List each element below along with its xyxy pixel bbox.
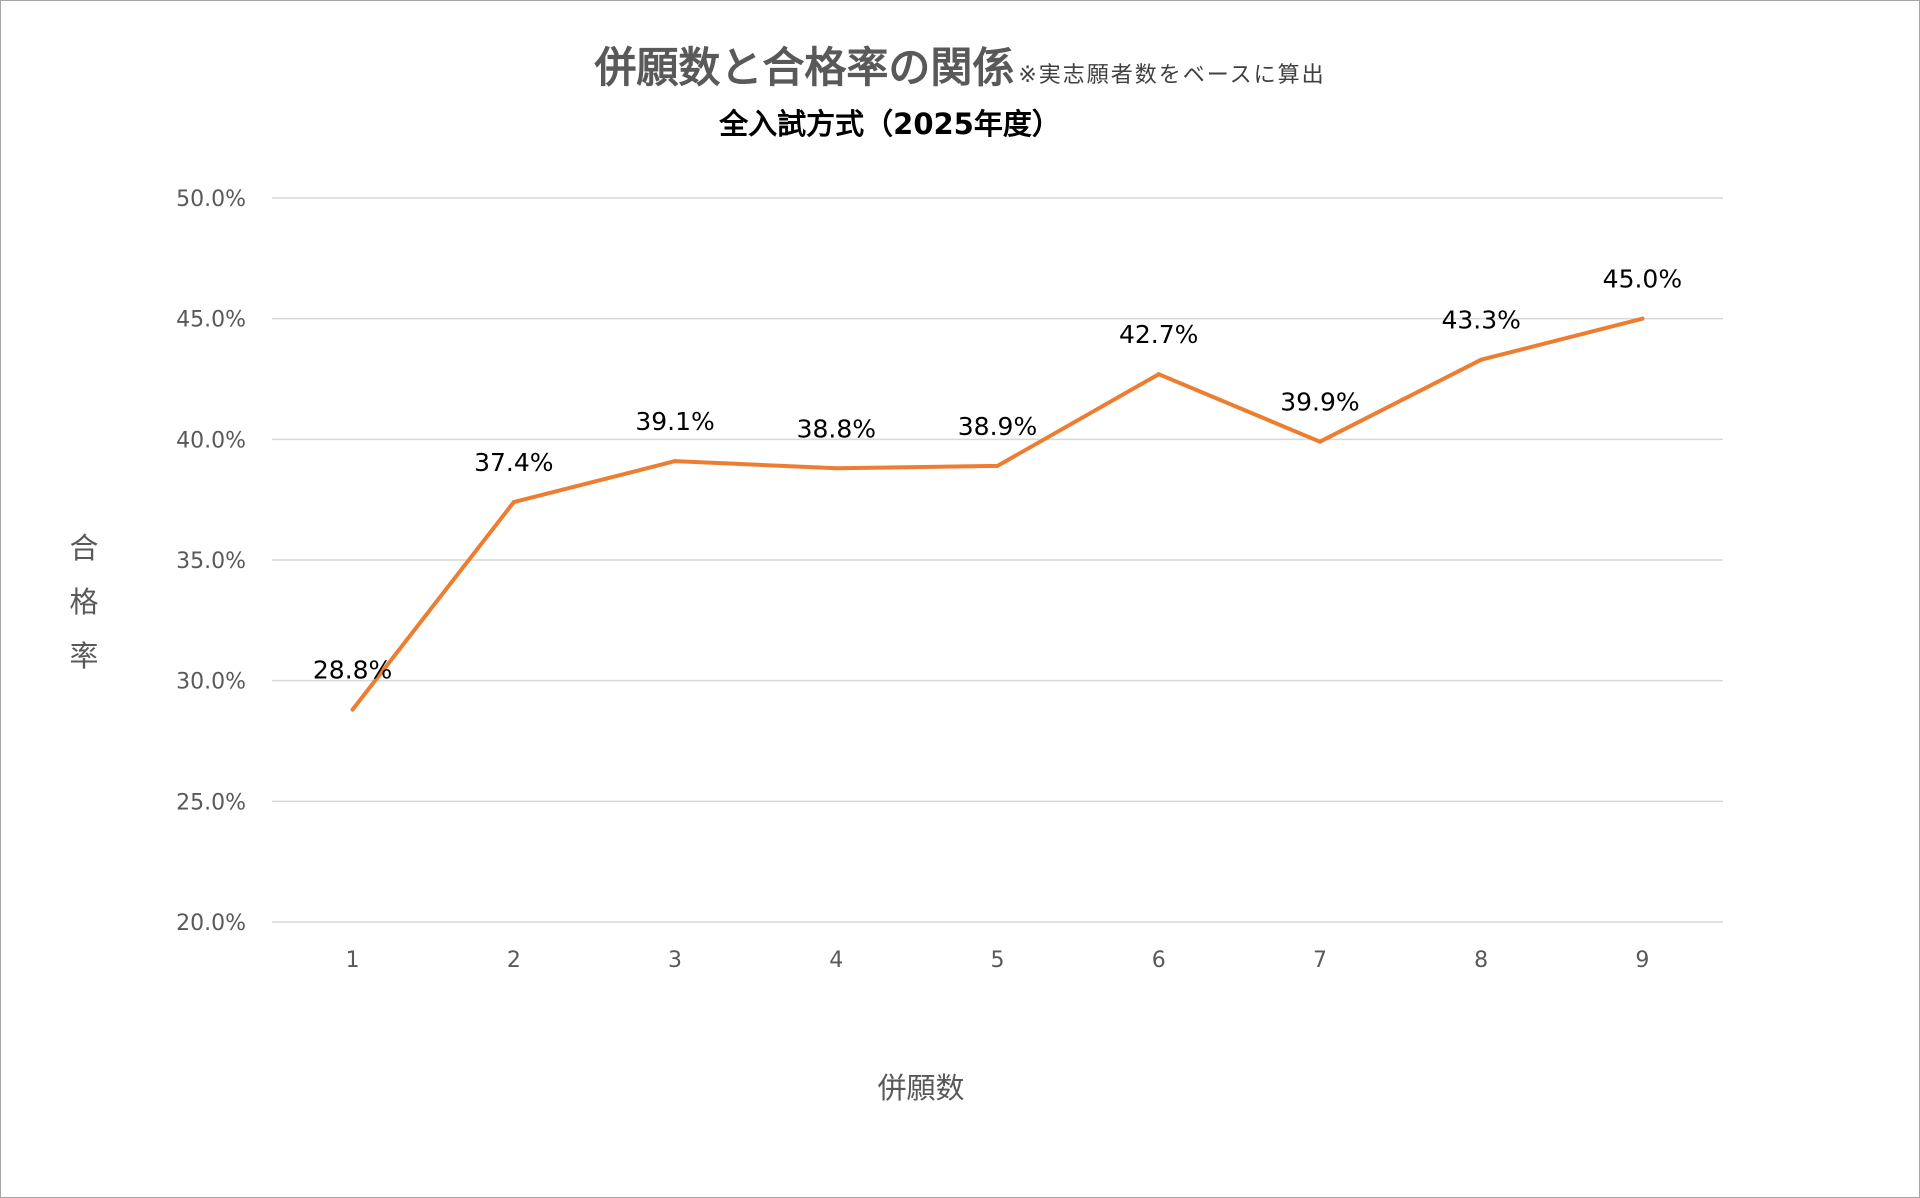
gridlines <box>272 197 1723 923</box>
x-axis-ticks: 1 2 3 4 5 6 7 8 9 <box>346 948 1650 973</box>
x-tick-label: 4 <box>829 948 843 973</box>
data-label: 42.7% <box>1119 320 1198 349</box>
y-tick-label: 20.0% <box>176 911 246 936</box>
series-layer <box>350 316 1645 712</box>
data-label: 43.3% <box>1441 306 1520 335</box>
data-point <box>673 459 678 464</box>
data-point <box>511 500 516 505</box>
chart-title-note: ※実志願者数をベースに算出 <box>1018 63 1326 88</box>
data-label: 39.9% <box>1280 388 1359 417</box>
chart-subtitle: 全入試方式（2025年度） <box>719 107 1061 141</box>
data-point <box>834 466 839 471</box>
x-tick-label: 6 <box>1152 948 1166 973</box>
data-point <box>1479 357 1484 362</box>
data-point <box>350 707 355 712</box>
y-axis-label: 合格率 <box>69 531 98 673</box>
y-tick-label: 25.0% <box>176 790 246 815</box>
data-label: 39.1% <box>635 407 714 436</box>
data-label: 28.8% <box>313 656 392 685</box>
chart-title: 併願数と合格率の関係 <box>594 43 1015 92</box>
x-tick-label: 3 <box>668 948 682 973</box>
x-axis-label: 併願数 <box>877 1071 964 1105</box>
series-line <box>350 316 1645 712</box>
y-tick-label: 45.0% <box>176 308 246 333</box>
data-label: 37.4% <box>474 448 553 477</box>
y-tick-label: 40.0% <box>176 428 246 453</box>
data-label: 38.9% <box>958 412 1037 441</box>
data-point <box>1156 372 1161 377</box>
data-labels: 28.8% 37.4% 39.1% 38.8% 38.9% 42.7% 39.9% 43.3%… <box>313 265 1682 685</box>
y-axis-label-text: 合格率 <box>69 531 98 673</box>
data-point <box>1317 439 1322 444</box>
data-label: 45.0% <box>1603 265 1682 294</box>
x-tick-label: 7 <box>1313 948 1327 973</box>
x-tick-label: 1 <box>346 948 360 973</box>
data-point <box>995 463 1000 468</box>
y-tick-label: 50.0% <box>176 187 246 212</box>
x-tick-label: 2 <box>507 948 521 973</box>
x-tick-label: 9 <box>1635 948 1649 973</box>
y-tick-label: 30.0% <box>176 670 246 695</box>
y-axis-ticks: 20.0% 25.0% 30.0% 35.0% 40.0% 45.0% 50.0% <box>176 187 246 936</box>
x-tick-label: 8 <box>1474 948 1488 973</box>
data-point <box>1640 316 1645 321</box>
y-tick-label: 35.0% <box>176 549 246 574</box>
data-label: 38.8% <box>797 414 876 443</box>
chart-title-row: 併願数と合格率の関係 ※実志願者数をベースに算出 <box>0 34 1920 95</box>
x-tick-label: 5 <box>991 948 1005 973</box>
